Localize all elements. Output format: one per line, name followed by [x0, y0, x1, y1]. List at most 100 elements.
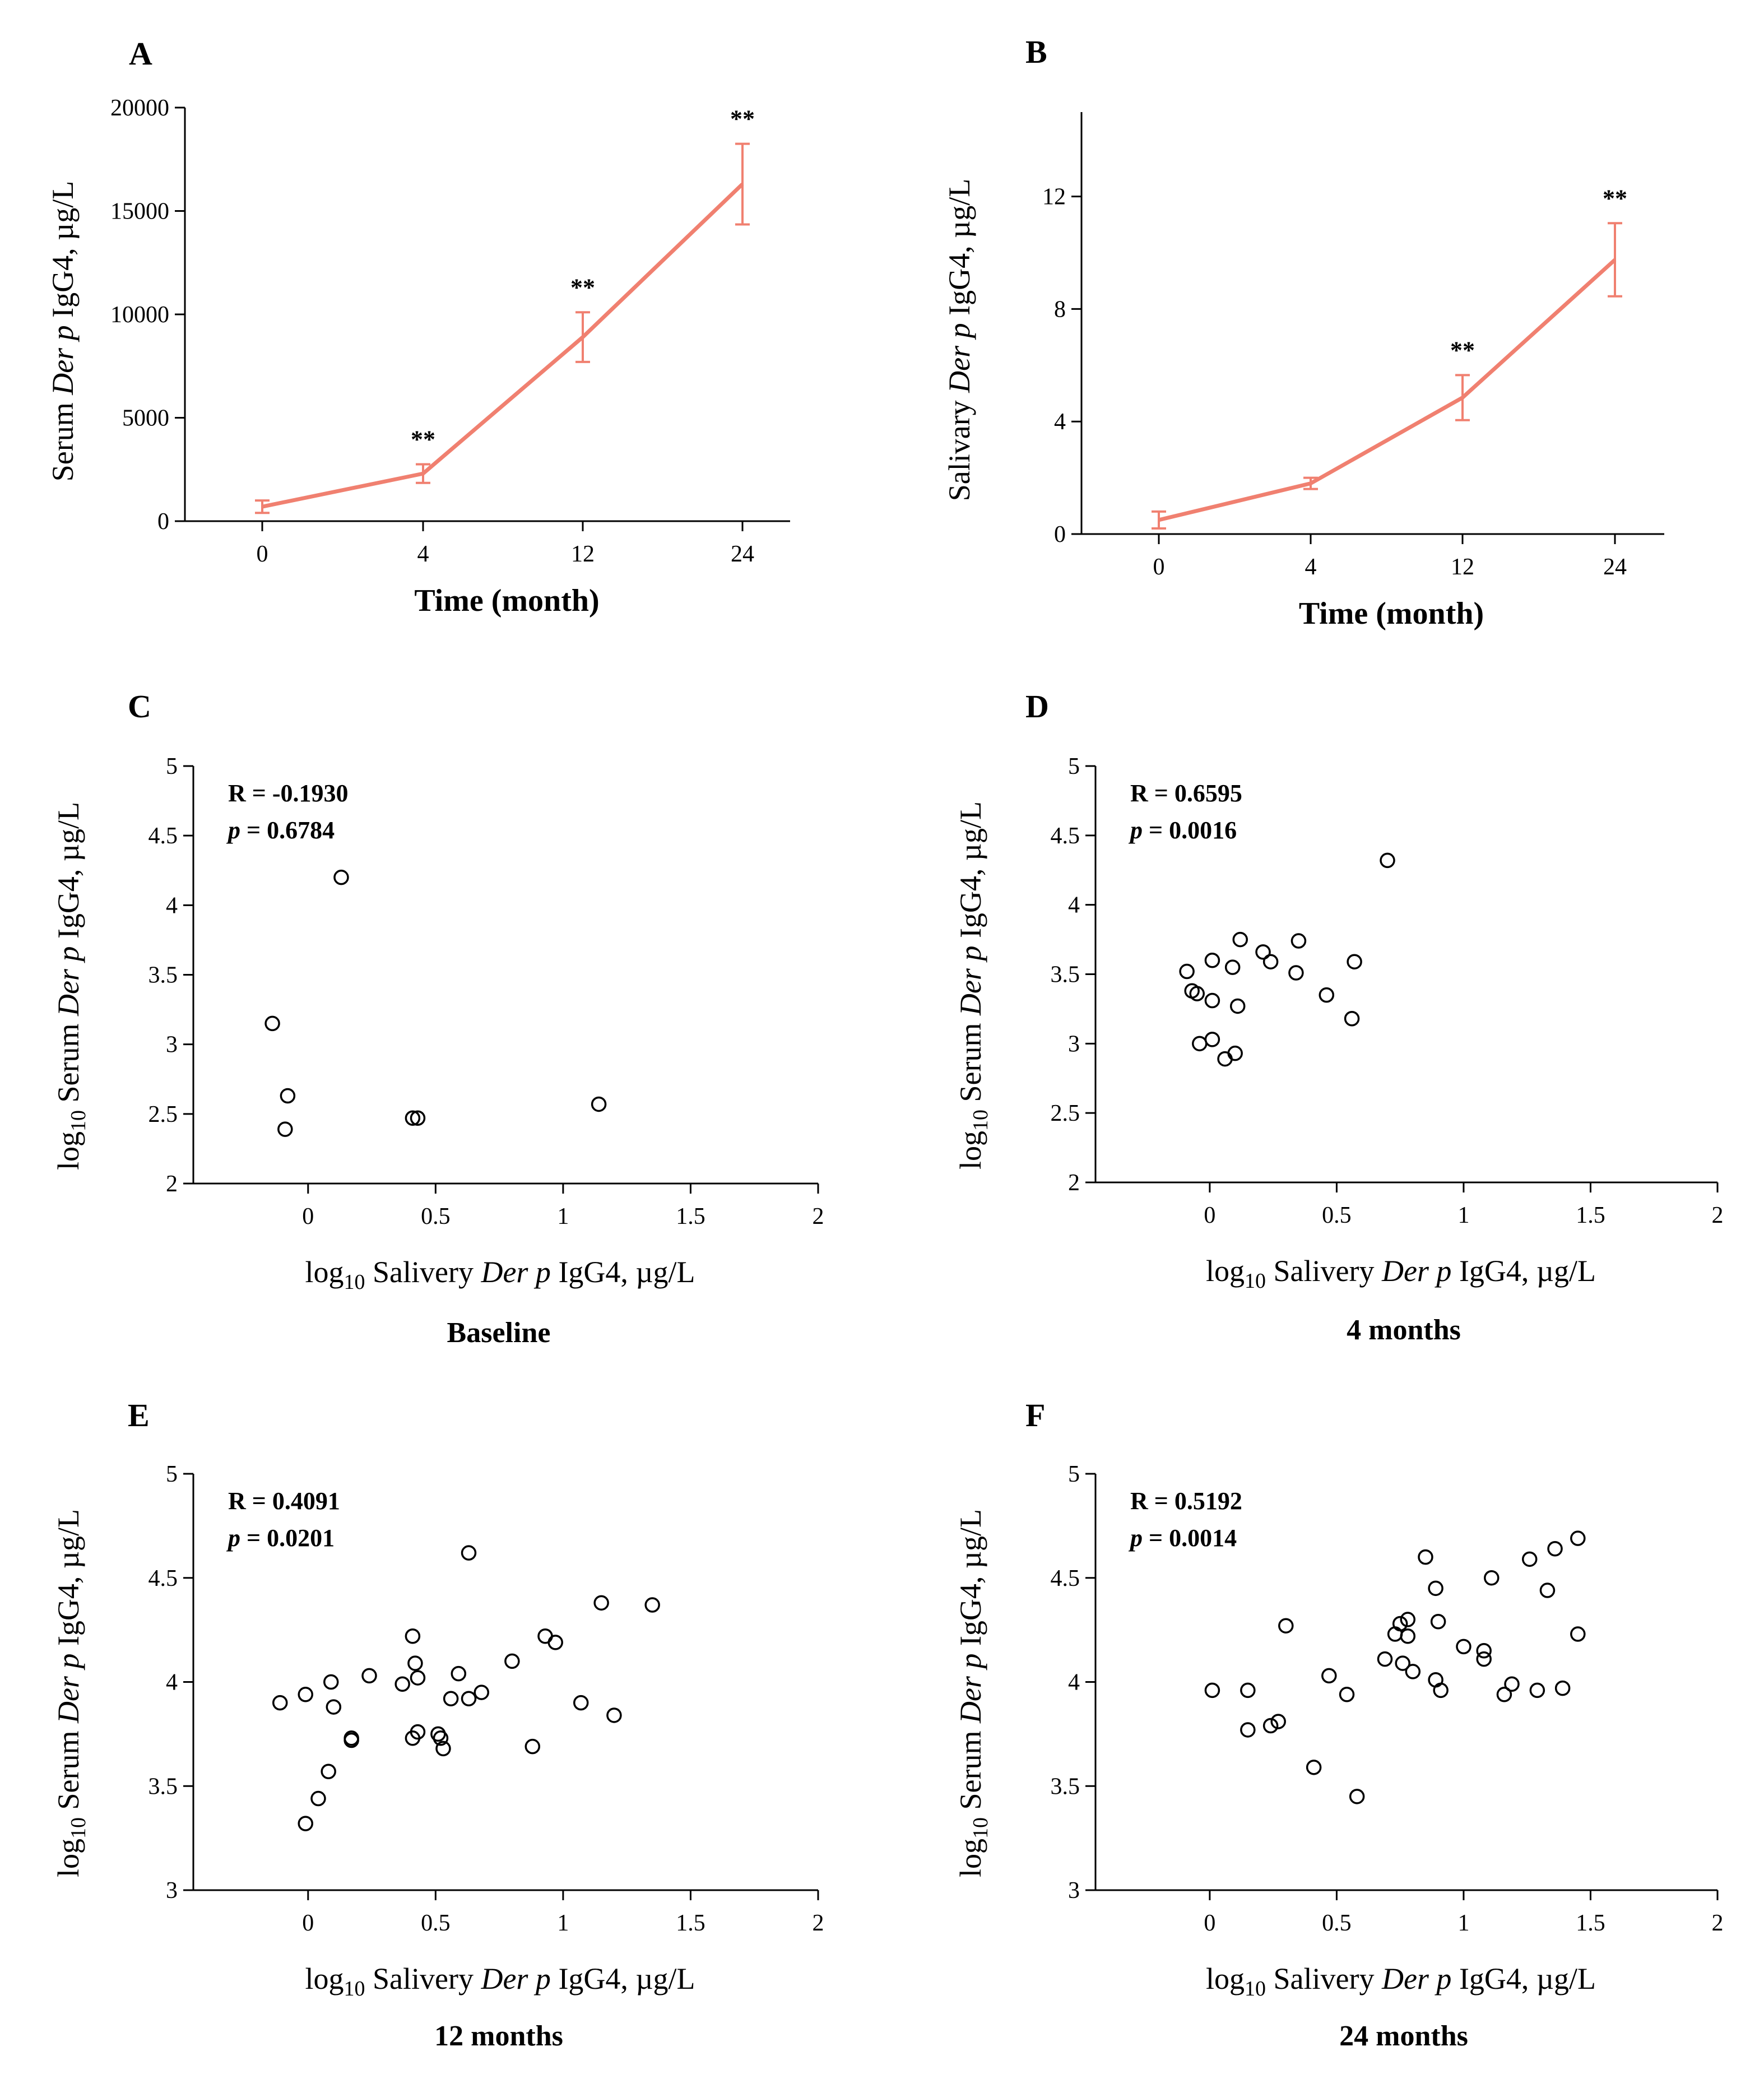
x-axis-title-part: IgG4, µg/L [551, 1255, 695, 1289]
y-axis-title-part: Der p [46, 325, 80, 395]
data-point [1339, 1687, 1355, 1702]
data-point [1554, 1680, 1571, 1696]
x-tick-label: 0.5 [1322, 1910, 1352, 1936]
data-point [1204, 952, 1220, 968]
x-axis-title-part: log [1206, 1254, 1245, 1288]
data-point [1227, 1045, 1243, 1061]
data-point [298, 1816, 313, 1831]
x-tick-label: 4 [1305, 554, 1317, 580]
y-axis-title-part: IgG4, µg/L [46, 181, 80, 326]
y-axis-title: log10 Serum Der p IgG4, µg/L [52, 802, 90, 1170]
y-axis-title-part: Der p [954, 1654, 987, 1724]
x-tick-label: 0.5 [421, 1204, 451, 1229]
panel-F: F 3 3.5 4 4.5 5 0 0.5 1 1.5 2 R = 0.5192 p = 0.0014 l… [954, 1397, 1724, 2052]
y-axis-title-part: 10 [67, 1110, 90, 1131]
y-tick-label: 3 [1068, 1878, 1080, 1904]
data-point [1496, 1687, 1512, 1702]
x-tick-label: 1 [1457, 1910, 1469, 1936]
x-axis-title: log10 Salivery Der p IgG4, µg/L [305, 1962, 695, 2001]
data-point [1529, 1682, 1545, 1699]
y-tick-label: 2.5 [148, 1102, 178, 1127]
error-bar [1152, 510, 1166, 530]
p-value: p = 0.6784 [226, 816, 335, 844]
data-point [277, 1121, 293, 1137]
y-tick-label: 3.5 [148, 1774, 178, 1799]
y-axis-title-part: Serum [52, 1016, 85, 1110]
x-axis-title-part: Der p [1381, 1254, 1451, 1288]
significance-marker: ** [730, 105, 755, 133]
y-tick-label: 4 [1054, 409, 1066, 435]
y-axis-title-part: 10 [67, 1817, 90, 1839]
y-tick-label: 5000 [122, 406, 169, 431]
x-axis-title-part: log [1206, 1962, 1245, 1996]
x-axis-title-part: Salivery [1266, 1962, 1382, 1996]
x-axis-title-part: 10 [1245, 1269, 1266, 1293]
y-tick-label: 3 [166, 1878, 178, 1904]
y-tick-label: 2 [1068, 1170, 1080, 1196]
data-point [1476, 1643, 1492, 1659]
data-point [407, 1655, 423, 1671]
y-tick-label: 8 [1054, 296, 1066, 322]
y-tick-label: 3 [166, 1032, 178, 1058]
x-tick-label: 2 [1712, 1203, 1724, 1228]
x-tick-label: 0 [257, 541, 268, 567]
series-line [262, 183, 744, 509]
x-axis-title: log10 Salivery Der p IgG4, µg/L [305, 1255, 695, 1294]
panel-label-E: E [128, 1397, 150, 1433]
y-tick-label: 5 [1068, 754, 1080, 779]
data-point [1521, 1551, 1538, 1567]
y-tick-label: 20000 [110, 95, 169, 121]
data-point [474, 1684, 490, 1700]
data-point [1270, 1714, 1286, 1729]
data-point [410, 1670, 426, 1686]
y-axis-title-part: log [52, 1131, 85, 1170]
x-axis-title-part: IgG4, µg/L [1451, 1962, 1596, 1996]
y-tick-label: 4 [166, 1670, 178, 1696]
y-tick-label: 0 [1054, 522, 1066, 547]
x-tick-label: 12 [1451, 554, 1474, 580]
y-axis-title-part: Der p [52, 1654, 85, 1724]
data-point [1204, 1032, 1220, 1047]
data-point [394, 1676, 410, 1692]
x-axis-title-part: Der p [1381, 1962, 1451, 1996]
y-tick-label: 5 [166, 754, 178, 779]
x-tick-label: 12 [571, 541, 595, 567]
y-axis-title-part: Serum [46, 395, 80, 482]
data-point [410, 1110, 426, 1126]
x-axis-title-part: IgG4, µg/L [551, 1962, 695, 1996]
data-point [326, 1699, 342, 1715]
y-axis-title: Serum Der p IgG4, µg/L [46, 181, 80, 482]
x-axis-title-part: 10 [343, 1270, 365, 1294]
data-point [606, 1707, 622, 1723]
p-value-symbol: p [1128, 816, 1143, 844]
data-point [298, 1687, 313, 1702]
data-point [1539, 1583, 1556, 1598]
data-point [321, 1764, 336, 1779]
y-tick-label: 4 [1068, 1670, 1080, 1696]
panel-label-F: F [1025, 1397, 1045, 1433]
x-tick-label: 0 [1204, 1910, 1215, 1936]
data-point [1306, 1760, 1322, 1775]
p-value-symbol: p [226, 1524, 240, 1552]
y-tick-label: 3.5 [148, 963, 178, 989]
data-point [1262, 1718, 1279, 1734]
y-axis-title-part: Der p [943, 323, 976, 393]
error-bar [575, 311, 590, 363]
panel-label-D: D [1025, 688, 1049, 725]
data-point [1240, 1682, 1256, 1699]
y-tick-label: 2 [166, 1171, 178, 1197]
data-point [504, 1653, 520, 1669]
x-tick-label: 1.5 [676, 1204, 705, 1229]
data-point [644, 1597, 660, 1613]
x-axis-title-part: Salivery [365, 1255, 481, 1289]
y-tick-label: 2.5 [1051, 1101, 1080, 1126]
data-point [343, 1732, 359, 1748]
data-point [1262, 954, 1279, 969]
p-value-number: = 0.6784 [240, 816, 335, 844]
data-point [1380, 852, 1395, 869]
data-point [333, 869, 349, 885]
p-value-number: = 0.0014 [1143, 1524, 1237, 1552]
panel-caption: 4 months [1347, 1314, 1461, 1346]
data-point [1570, 1626, 1586, 1642]
panel-A: A 0 5000 10000 15000 20000 0 4 12 24 Time (month) S… [46, 35, 790, 618]
